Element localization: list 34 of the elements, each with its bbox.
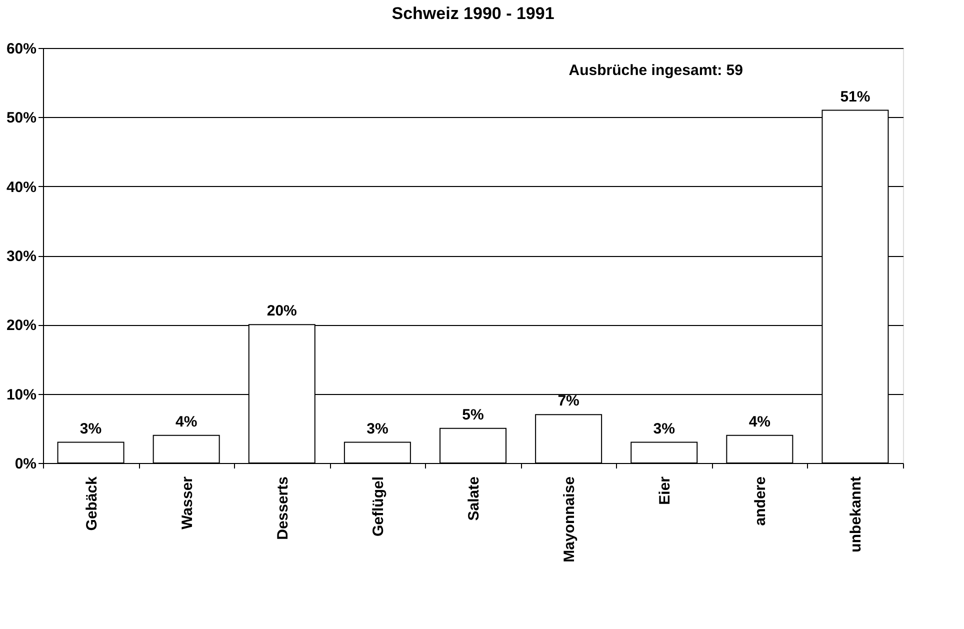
chart-title: Schweiz 1990 - 1991: [392, 4, 554, 23]
bar: [440, 428, 506, 464]
x-tick-label: Eier: [656, 476, 674, 505]
x-tick-label: Desserts: [274, 476, 292, 540]
bar: [630, 442, 698, 464]
y-tick-label: 50%: [6, 110, 36, 127]
data-label: 4%: [175, 413, 198, 430]
bar: [535, 414, 602, 464]
data-label: 4%: [748, 413, 771, 430]
data-label: 7%: [558, 392, 580, 410]
bar: [57, 442, 124, 464]
x-tick-label: Geflügel: [370, 476, 387, 537]
data-label: 5%: [462, 406, 484, 424]
y-tick-label: 0%: [14, 456, 36, 472]
y-tick-label: 10%: [6, 386, 36, 404]
x-tick-label: Gebäck: [83, 476, 100, 531]
x-tick-label: andere: [752, 476, 770, 526]
y-tick-label: 20%: [6, 317, 36, 334]
bar: [344, 442, 411, 464]
x-tick-label: Wasser: [178, 476, 196, 530]
y-tick-label: 60%: [6, 40, 36, 58]
data-label: 51%: [840, 88, 870, 106]
x-tick-label: Mayonnaise: [561, 476, 578, 562]
x-tick-label: unbekannt: [848, 476, 865, 552]
data-label: 3%: [80, 420, 102, 438]
data-label: 20%: [266, 302, 297, 320]
x-tick-label: Salate: [466, 476, 482, 521]
y-tick-label: 40%: [6, 178, 36, 196]
data-label: 3%: [653, 420, 675, 438]
annotation: Ausbrüche ingesamt: 59: [568, 62, 743, 79]
data-label: 3%: [366, 420, 388, 438]
y-tick-label: 30%: [6, 248, 36, 265]
bar: [152, 434, 220, 464]
bar: [726, 434, 794, 464]
